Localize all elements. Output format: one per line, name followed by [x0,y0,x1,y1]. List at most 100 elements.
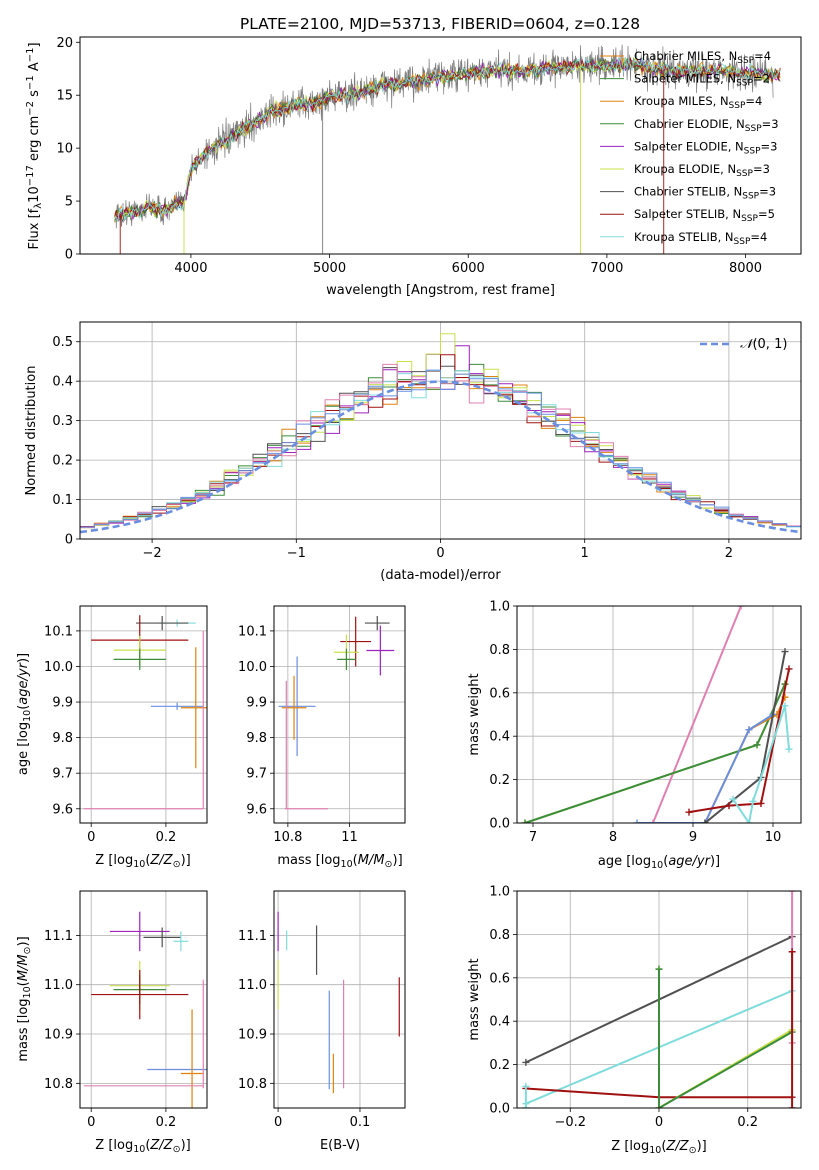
x-axis-label: E(B-V) [320,1138,360,1153]
y-tick-label: 9.6 [52,802,73,817]
weight-line [658,969,793,1108]
x-tick-label: −1 [287,546,306,561]
error-bar-point [340,616,372,667]
residual-histogram [80,369,801,539]
gaussian-curve [79,380,802,534]
weight-marker [785,745,793,753]
x-tick-label: 0 [87,1115,95,1130]
model-spectrum-line [114,58,781,220]
model-spectrum-line [114,57,781,223]
y-tick-label: 10.8 [238,1077,267,1092]
error-bar-point [180,1009,204,1108]
x-axis-label: mass [log10(M/M⊙)] [277,853,402,870]
weight-marker [655,965,663,973]
age-vs-Z-frame [79,605,208,824]
y-tick-label: 10.9 [238,1028,267,1043]
mass-vs-EBV-axes: 0 0.1 10.8 10.9 11.0 11.1 E(B-V) [238,890,406,1153]
error-bar-point [113,648,166,671]
x-axis-label: Z [log10(Z/Z⊙)] [95,1138,190,1155]
legend-label: Kroupa ELODIE, NSSP=3 [634,162,770,179]
y-axis-label: mass [log10(M/M⊙)] [16,936,33,1061]
x-axis-label: (data-model)/error [380,568,501,583]
y-tick-label: 10 [56,142,73,157]
y-tick-label: 9.7 [246,767,267,782]
y-tick-label: 0.2 [489,1058,510,1073]
y-tick-label: 0.8 [489,928,510,943]
spectrum-axes: 4000 5000 6000 7000 8000 0 5 10 15 20 wavelength [… [25,36,802,298]
weight-marker [745,819,753,823]
y-tick-label: 9.9 [52,696,73,711]
error-bar-point [281,675,307,740]
weight-marker [781,648,789,656]
age-vs-mass-frame [273,605,406,824]
weight-marker [788,948,796,956]
weight-marker [737,606,745,610]
error-bar-point [366,625,395,676]
legend-label: Chabrier STELIB, NSSP=3 [634,185,776,202]
y-tick-label: 1.0 [489,885,510,900]
x-tick-label: 11 [341,830,358,845]
legend-label: Salpeter STELIB, NSSP=5 [634,207,775,224]
error-bar-point [143,927,181,948]
y-tick-label: 5 [65,195,73,210]
weight-marker [753,741,761,749]
error-bar-point [91,969,189,1020]
age-vs-mass-axes: 10.8 11 9.6 9.7 9.8 9.9 10.0 10.1 mass [log10(M/… [238,605,406,870]
y-tick-label: 10.9 [44,1028,73,1043]
y-tick-label: 11.0 [238,978,267,993]
weight-marker [757,799,765,807]
y-tick-label: 0.4 [52,375,73,390]
mass-vs-Z-frame [79,890,208,1109]
weight-marker [522,1058,530,1066]
legend-label: Salpeter ELODIE, NSSP=3 [634,139,777,156]
x-axis-label: Z [log10(Z/Z⊙)] [611,1139,706,1156]
x-tick-label: 0.2 [156,830,177,845]
legend-label: Salpeter MILES, NSSP=2 [634,72,770,89]
weight-marker [522,1082,530,1090]
x-tick-label: 0.2 [737,1115,758,1130]
x-tick-label: 6000 [452,261,485,276]
error-bar-point [278,656,316,757]
y-tick-label: 0.0 [489,817,510,832]
y-tick-label: 11.0 [44,978,73,993]
y-tick-label: 0.5 [52,335,73,350]
error-bar-point [109,911,170,952]
weight-marker [655,1104,663,1108]
y-tick-label: 0.1 [52,493,73,508]
weight-marker [685,808,693,816]
y-tick-label: 10.1 [238,624,267,639]
y-tick-label: 9.6 [246,802,267,817]
y-tick-label: 0.2 [489,773,510,788]
y-axis-label: Flux [fλ10−17 erg cm−2 s−1 A−1] [25,42,44,249]
weight-vs-age-frame [516,605,802,824]
error-bar-point [150,702,204,710]
weight-marker [633,819,641,823]
figure-title: PLATE=2100, MJD=53713, FIBERID=0604, z=0… [240,15,640,33]
weight-vs-age-axes: 7 8 9 10 0.0 0.2 0.4 0.6 0.8 1.0 age [log10(age/yr… [467,600,802,871]
y-tick-label: 0 [65,533,73,548]
weight-marker [701,819,709,823]
y-tick-label: 0.8 [489,643,510,658]
y-tick-label: 0.4 [489,730,510,745]
x-tick-label: −0.2 [554,1115,586,1130]
weight-line [637,713,774,823]
y-axis-label: mass weight [467,958,482,1040]
error-bar-point [173,931,189,952]
weight-marker [781,702,789,710]
x-tick-label: 9 [689,830,697,845]
y-tick-label: 0.6 [489,971,510,986]
legend-label: 𝒩(0, 1) [740,337,787,352]
y-tick-label: 0.2 [52,454,73,469]
weight-marker [785,665,793,673]
y-tick-label: 0.3 [52,414,73,429]
x-tick-label: 4000 [174,261,207,276]
x-tick-label: 0 [436,546,444,561]
x-tick-label: 8 [609,830,617,845]
y-tick-label: 15 [56,89,73,104]
y-tick-label: 11.1 [44,929,73,944]
y-axis-label: Normed distribution [24,366,39,496]
y-tick-label: 9.8 [246,731,267,746]
x-tick-label: 0 [274,1115,282,1130]
x-tick-label: 7 [529,830,537,845]
legend-label: Chabrier MILES, NSSP=4 [634,49,771,66]
